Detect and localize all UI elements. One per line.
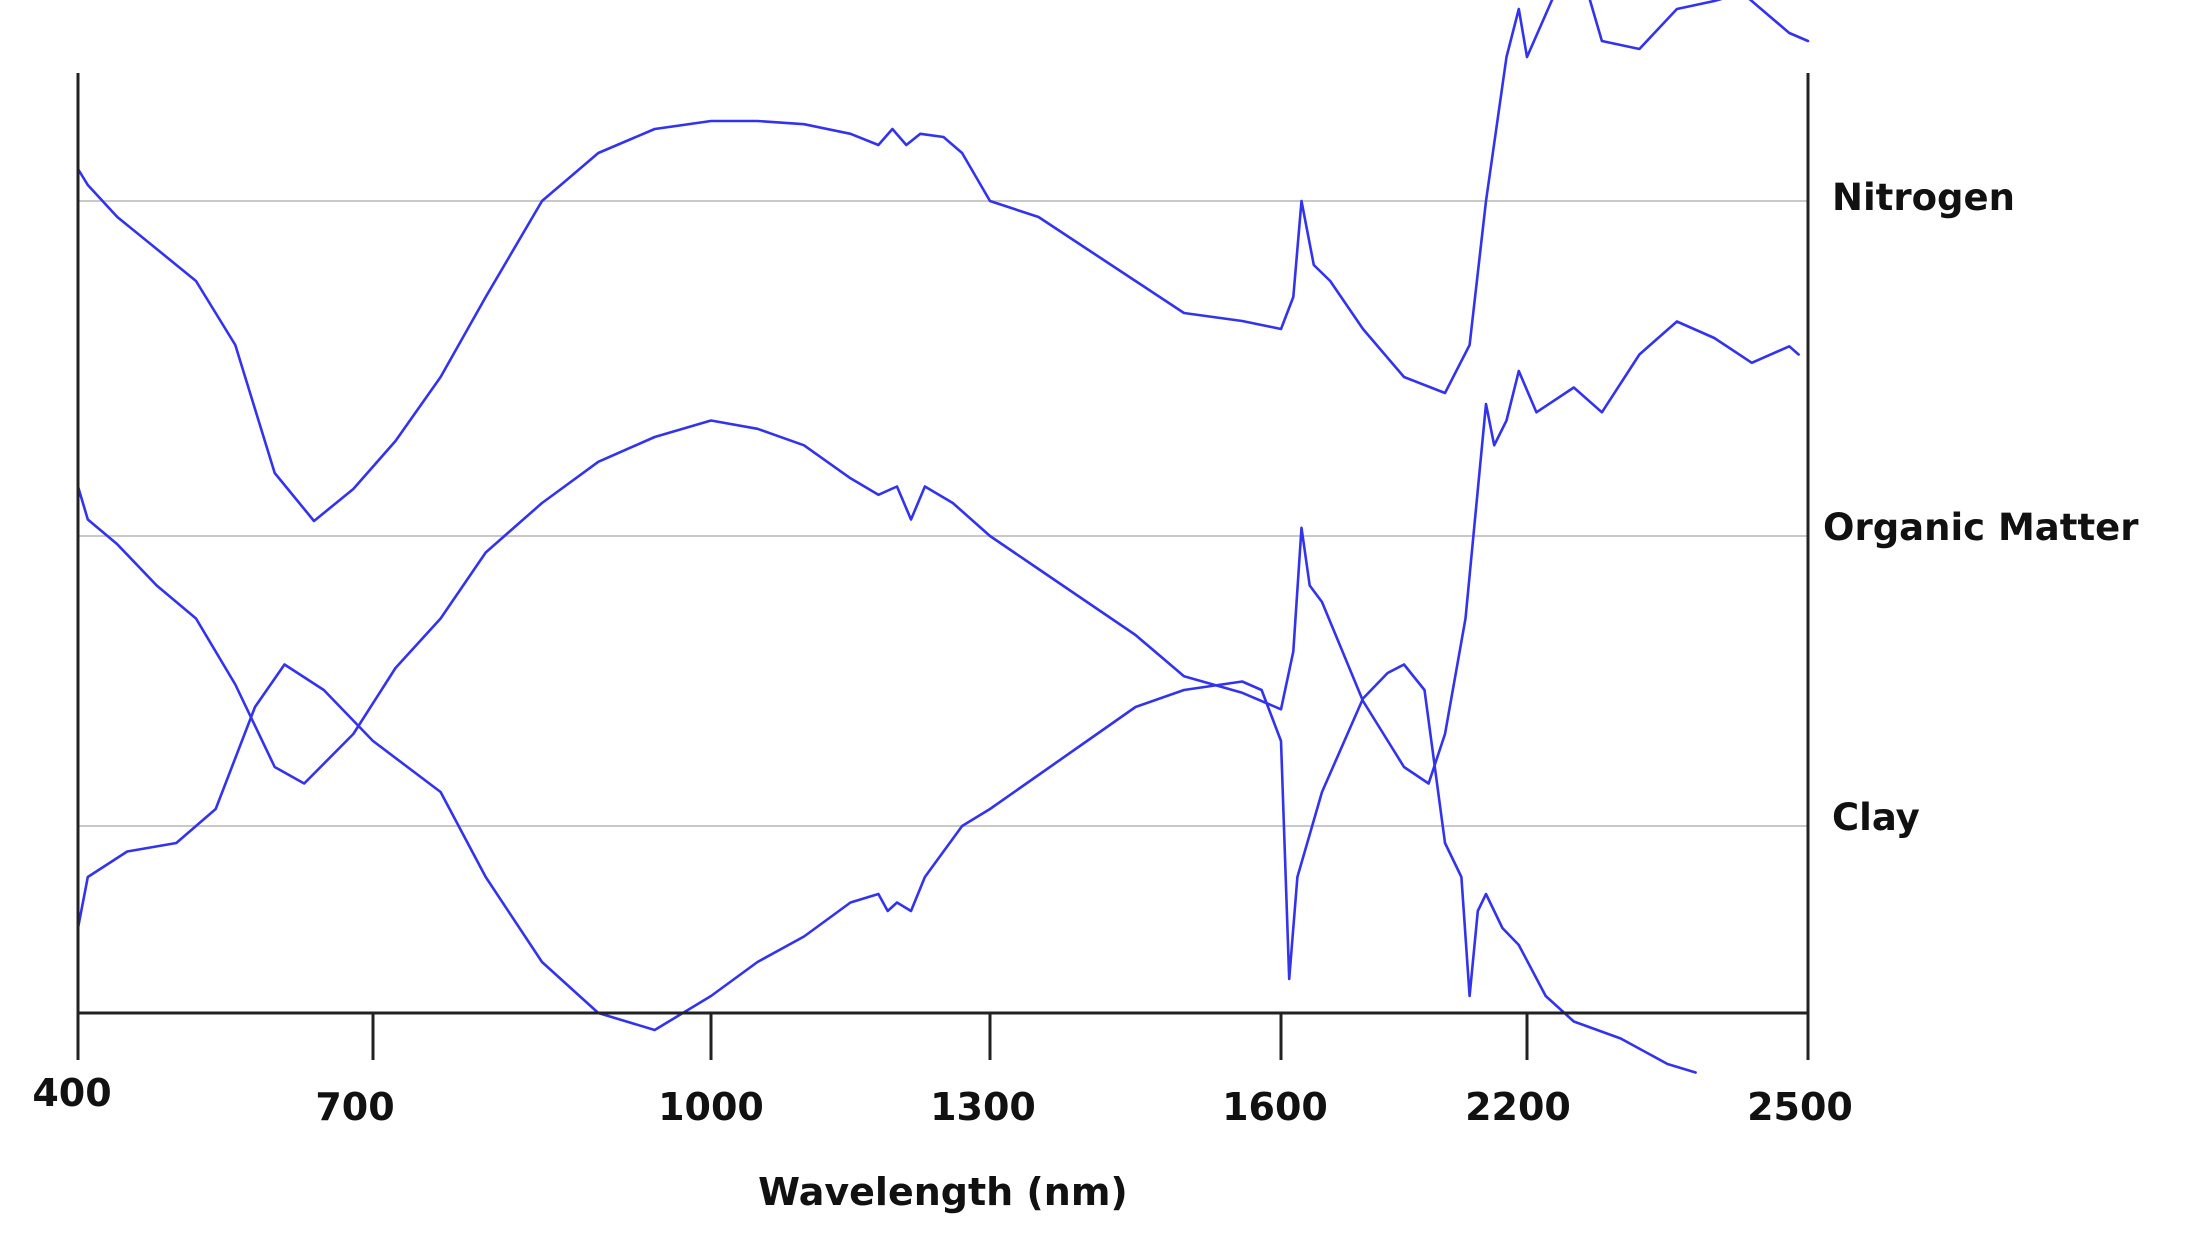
series-line-clay xyxy=(76,663,1697,1074)
series-label-organic-matter: Organic Matter xyxy=(1823,506,2139,549)
x-tick-label: 700 xyxy=(315,1085,394,1129)
x-tick-label: 2500 xyxy=(1747,1085,1853,1129)
series-line-organic-matter xyxy=(76,320,1800,785)
series-label-clay: Clay xyxy=(1832,796,1920,839)
x-tick-label: 1300 xyxy=(930,1085,1036,1129)
series-labels: Nitrogen Organic Matter Clay xyxy=(1823,176,2139,839)
series-line-nitrogen xyxy=(76,0,1810,523)
x-tick-label: 1000 xyxy=(658,1085,764,1129)
x-tick-label: 2200 xyxy=(1465,1085,1571,1129)
axes xyxy=(76,73,1810,1015)
x-tick-label: 1600 xyxy=(1222,1085,1328,1129)
x-tick-label: 400 xyxy=(32,1071,111,1115)
series-label-nitrogen: Nitrogen xyxy=(1832,176,2015,219)
x-ticks: 400 700 1000 1300 1600 2200 2500 xyxy=(32,1013,1853,1129)
baselines xyxy=(78,200,1808,827)
series-traces xyxy=(76,0,1810,1074)
x-axis-title: Wavelength (nm) xyxy=(758,1170,1128,1214)
